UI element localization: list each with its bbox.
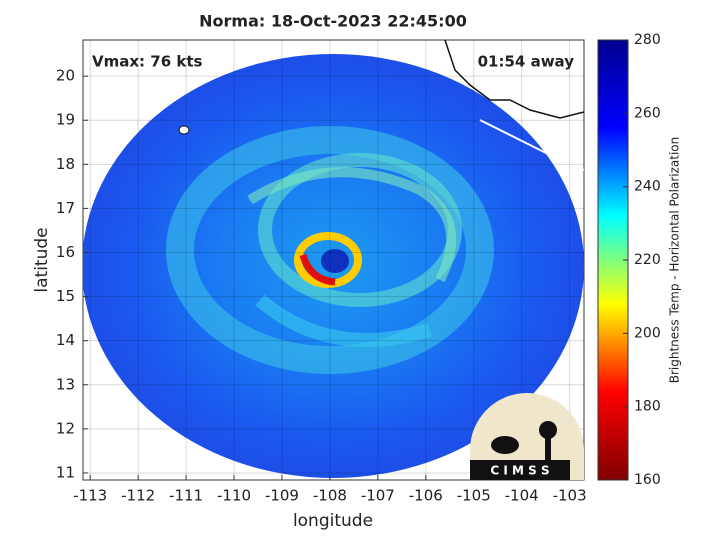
y-tick-label: 13 <box>56 375 75 393</box>
colorbar-tick-label: 280 <box>634 32 661 48</box>
y-tick-label: 12 <box>56 419 75 437</box>
colorbar-tick-label: 180 <box>634 399 661 415</box>
time-away-label: 01:54 away <box>478 53 575 71</box>
y-tick-label: 16 <box>56 243 75 261</box>
colorbar-tick-label: 260 <box>634 105 661 121</box>
logo: C I M S S <box>470 393 584 480</box>
y-tick-label: 15 <box>56 287 75 305</box>
x-tick-label: -110 <box>217 487 251 505</box>
y-tick-label: 20 <box>56 67 75 85</box>
x-tick-label: -109 <box>265 487 299 505</box>
x-tick-label: -106 <box>409 487 443 505</box>
y-axis-label: latitude <box>32 227 52 292</box>
x-tick-label: -103 <box>553 487 587 505</box>
x-tick-label: -108 <box>313 487 347 505</box>
colorbar-label: Brightness Temp - Horizontal Polarizatio… <box>668 137 682 384</box>
x-tick-label: -112 <box>121 487 155 505</box>
colorbar-tick-label: 240 <box>634 179 661 195</box>
x-axis-label: longitude <box>293 511 373 531</box>
colorbar-tick-label: 220 <box>634 252 661 268</box>
x-tick-label: -111 <box>169 487 203 505</box>
title: Norma: 18-Oct-2023 22:45:00 <box>199 12 467 31</box>
y-tick-label: 14 <box>56 331 75 349</box>
x-tick-label: -104 <box>505 487 539 505</box>
x-tick-label: -107 <box>361 487 395 505</box>
x-tick-label: -105 <box>457 487 491 505</box>
storm-image <box>83 40 584 478</box>
colorbar-tick-label: 200 <box>634 325 661 341</box>
vmax-label: Vmax: 76 kts <box>92 53 202 71</box>
colorbar-tick-label: 160 <box>634 472 661 488</box>
y-tick-label: 17 <box>56 199 75 217</box>
grid <box>83 40 584 480</box>
y-tick-label: 19 <box>56 111 75 129</box>
logo-text: C I M S S <box>490 464 549 478</box>
y-tick-label: 18 <box>56 155 75 173</box>
y-tick-label: 11 <box>56 463 75 481</box>
x-tick-label: -113 <box>73 487 107 505</box>
